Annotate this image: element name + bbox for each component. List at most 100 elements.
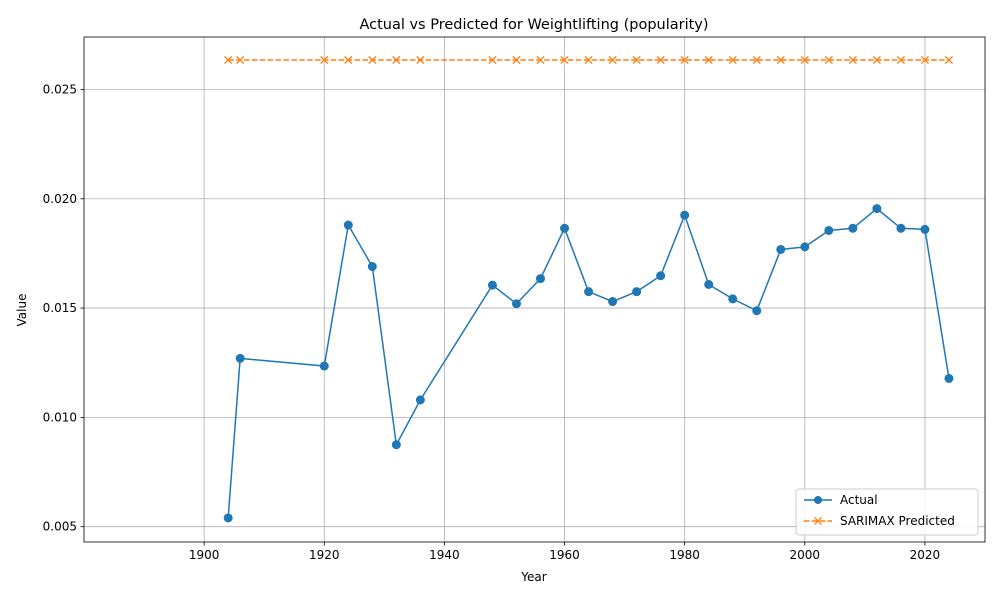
y-tick-label: 0.025: [43, 82, 77, 96]
data-point: [896, 223, 906, 233]
marker-stroke: [512, 55, 521, 65]
data-point: [848, 55, 857, 65]
chart-title: Actual vs Predicted for Weightlifting (p…: [359, 17, 708, 33]
marker-stroke: [920, 55, 929, 65]
data-point: [728, 55, 737, 65]
x-tick-label: 1900: [189, 548, 220, 562]
data-point: [343, 220, 353, 230]
data-point: [367, 262, 377, 272]
y-axis-label: Value: [15, 294, 29, 327]
legend-label: Actual: [840, 493, 878, 507]
marker-stroke: [776, 55, 785, 65]
marker-stroke: [680, 55, 689, 65]
marker-stroke: [632, 55, 641, 65]
data-point: [704, 55, 713, 65]
marker-stroke: [944, 55, 954, 65]
data-point: [944, 55, 954, 65]
data-point: [560, 55, 569, 65]
data-point: [656, 55, 665, 65]
data-point: [224, 55, 233, 65]
data-point: [584, 287, 594, 297]
marker-stroke: [536, 55, 545, 65]
legend: Actual SARIMAX Predicted: [795, 488, 979, 536]
data-point: [848, 223, 858, 233]
y-tick-label: 0.015: [43, 301, 77, 315]
data-point: [800, 242, 810, 252]
x-tick-label: 1960: [549, 548, 580, 562]
data-point: [223, 513, 233, 523]
data-point: [235, 353, 245, 363]
data-point: [392, 55, 401, 65]
y-tick-label: 0.005: [43, 520, 77, 534]
data-point: [368, 55, 377, 65]
x-tick-label: 1920: [309, 548, 340, 562]
marker-stroke: [344, 55, 353, 65]
data-point: [416, 55, 425, 65]
data-point: [752, 55, 761, 65]
marker-stroke: [656, 55, 665, 65]
x-tick-label: 1940: [429, 548, 460, 562]
data-point: [536, 55, 545, 65]
plot-frame: [83, 36, 986, 543]
marker-stroke: [848, 55, 857, 65]
data-point: [608, 297, 618, 307]
y-tick-label: 0.020: [43, 192, 77, 206]
marker-stroke: [320, 55, 329, 65]
data-point: [776, 244, 786, 254]
data-point: [319, 361, 329, 371]
data-point: [608, 55, 617, 65]
grid: [84, 37, 985, 542]
data-point: [824, 55, 833, 65]
data-point: [488, 55, 497, 65]
legend-marker: [813, 516, 823, 526]
legend-item: SARIMAX Predicted: [804, 514, 955, 528]
data-point: [584, 55, 593, 65]
data-point: [776, 55, 785, 65]
marker-stroke: [824, 55, 833, 65]
data-point: [487, 280, 497, 290]
marker-stroke: [704, 55, 713, 65]
x-tick-label: 1980: [669, 548, 700, 562]
marker-stroke: [800, 55, 809, 65]
data-point: [872, 55, 881, 65]
marker-stroke: [392, 55, 401, 65]
x-axis-label: Year: [520, 570, 546, 584]
data-point: [680, 55, 689, 65]
legend-item: Actual: [804, 493, 878, 507]
data-point: [920, 55, 929, 65]
marker-stroke: [560, 55, 569, 65]
marker-stroke: [584, 55, 593, 65]
data-point: [920, 224, 930, 234]
x-tick-label: 2020: [910, 548, 941, 562]
x-tick-label: 2000: [790, 548, 821, 562]
data-point: [944, 373, 954, 383]
data-point: [872, 204, 882, 214]
marker-stroke: [236, 55, 245, 65]
legend-label: SARIMAX Predicted: [840, 514, 955, 528]
axes: 1900 1920 1940 1960 1980 2000 2020 0.005 0.010 0.…: [43, 36, 986, 562]
data-point: [415, 395, 425, 405]
marker-stroke: [608, 55, 617, 65]
data-point: [344, 55, 353, 65]
data-point: [391, 440, 401, 450]
data-point: [896, 55, 905, 65]
data-point: [728, 294, 738, 304]
series-layer: [223, 55, 954, 523]
marker-stroke: [896, 55, 905, 65]
data-point: [704, 279, 714, 289]
marker-stroke: [416, 55, 425, 65]
marker-stroke: [872, 55, 881, 65]
data-point: [656, 271, 666, 281]
data-point: [536, 274, 546, 284]
data-point: [511, 299, 521, 309]
data-point: [236, 55, 245, 65]
data-point: [632, 55, 641, 65]
marker-stroke: [752, 55, 761, 65]
data-point: [632, 287, 642, 297]
marker-stroke: [368, 55, 377, 65]
data-point: [320, 55, 329, 65]
legend-marker: [814, 496, 822, 504]
legend-box: [795, 488, 979, 536]
marker-stroke: [488, 55, 497, 65]
